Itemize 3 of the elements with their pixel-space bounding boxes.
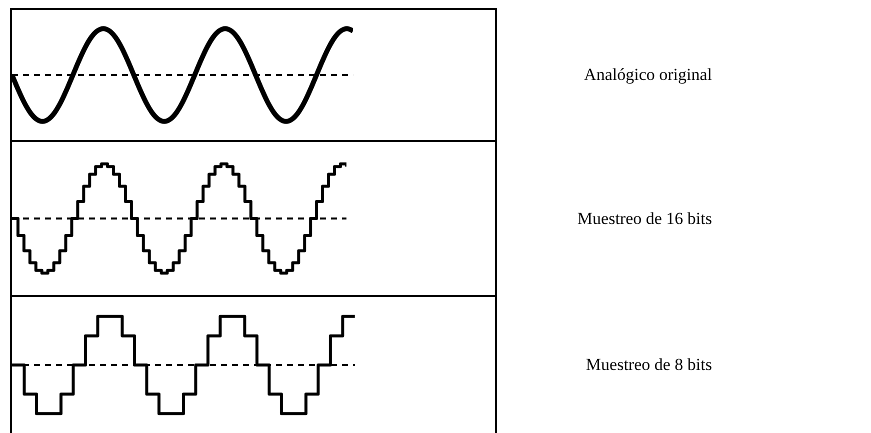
text: Muestreo de 8 bits [586, 355, 712, 374]
text: Analógico original [584, 65, 712, 84]
text: Muestreo de 16 bits [577, 208, 712, 228]
